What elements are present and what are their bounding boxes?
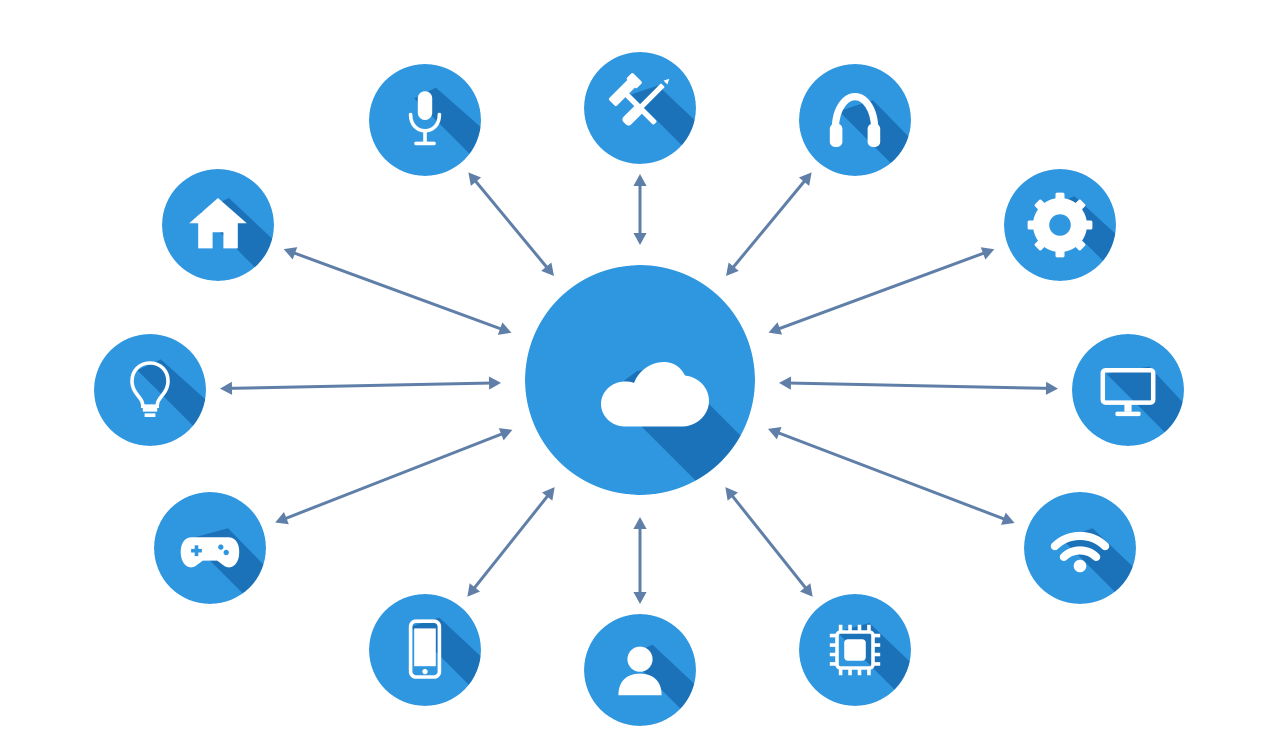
gamepad-node <box>154 492 266 604</box>
home-node <box>162 169 274 281</box>
user-node <box>584 614 696 726</box>
chip-node <box>799 594 911 706</box>
monitor-node <box>1072 334 1184 446</box>
center-cloud-node <box>525 265 755 495</box>
headphones-node <box>799 64 911 176</box>
gear-node <box>1004 169 1116 281</box>
phone-node <box>369 594 481 706</box>
mic-node <box>369 64 481 176</box>
cloud-network-diagram <box>0 0 1280 750</box>
wifi-node <box>1024 492 1136 604</box>
tools-node <box>584 52 696 164</box>
bulb-node <box>94 334 206 446</box>
